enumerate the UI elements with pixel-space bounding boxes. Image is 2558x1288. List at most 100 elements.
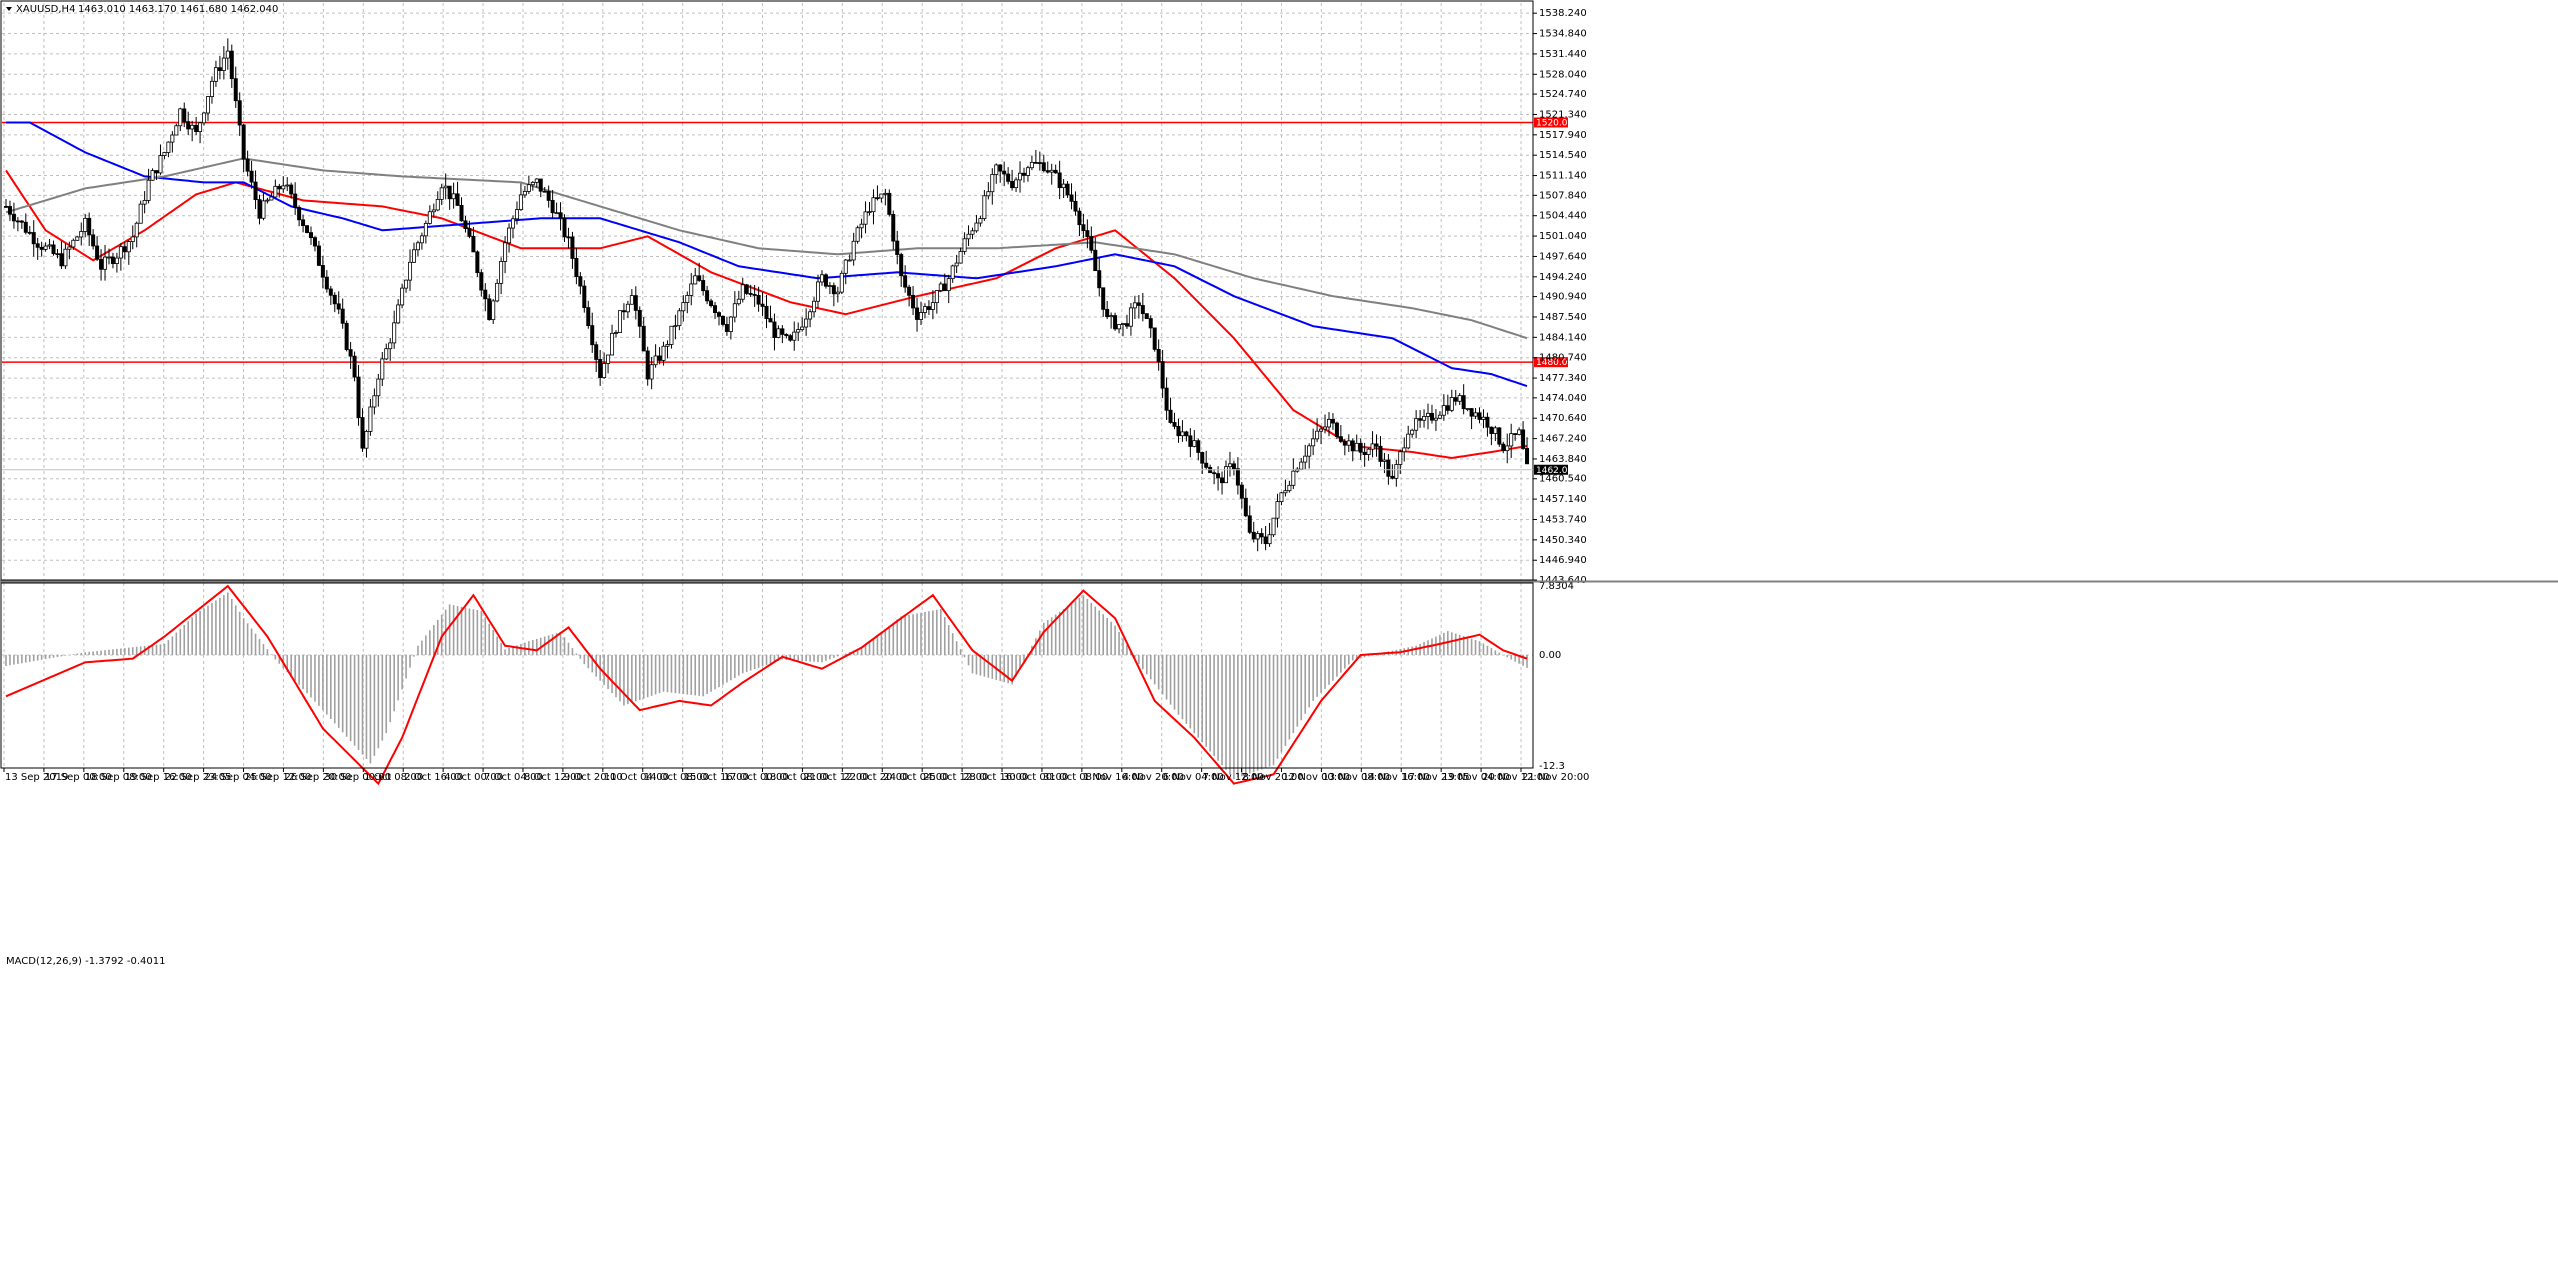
- candle-bull: [443, 185, 448, 189]
- candle-bear: [35, 243, 40, 248]
- candle-bull: [162, 152, 167, 156]
- candle-bear: [1081, 224, 1086, 232]
- y-tick-label: 1474.040: [1539, 393, 1587, 404]
- candle-bear: [51, 244, 56, 255]
- candle-bear: [1152, 327, 1157, 350]
- y-tick-label: 1538.240: [1539, 8, 1587, 19]
- candle-bear: [1235, 468, 1240, 486]
- x-tick-label: 13 Nov 08:00: [1322, 772, 1389, 783]
- candle-bear: [1105, 308, 1110, 318]
- candle-bear: [217, 67, 222, 71]
- candle-bull: [617, 310, 622, 333]
- x-tick-label: 17 Nov 23:05: [1402, 772, 1469, 783]
- candle-bear: [1501, 443, 1506, 452]
- x-tick-label: 25 Oct 12:00: [923, 772, 988, 783]
- candle-bear: [348, 349, 353, 357]
- candle-bear: [926, 306, 931, 310]
- candle-bear: [39, 246, 44, 250]
- candle-bear: [760, 303, 765, 307]
- candle-bear: [293, 193, 298, 208]
- price-axis: 1538.240 1534.840 1531.440 1528.040 1524.740…: [1533, 8, 1587, 586]
- candle-bull: [847, 259, 852, 262]
- candle-bull: [106, 256, 111, 259]
- candle-bear: [574, 258, 579, 278]
- candle-bull: [1410, 429, 1415, 435]
- candle-bull: [221, 57, 226, 71]
- candle-bull: [681, 302, 686, 312]
- x-tick-label: 14 Oct 08:00: [644, 772, 709, 783]
- main-panel-frame: [0, 0, 1534, 581]
- candle-bull: [606, 354, 611, 364]
- candle-bear: [154, 170, 159, 174]
- y-tick-label: 1457.140: [1539, 494, 1587, 505]
- candle-bear: [233, 78, 238, 102]
- candle-bear: [1513, 433, 1518, 436]
- candle-bear: [546, 191, 551, 201]
- candle-bull: [1366, 448, 1371, 455]
- candle-bull: [1402, 447, 1407, 453]
- y-tick-label: 1484.140: [1539, 332, 1587, 343]
- candle-bull: [796, 329, 801, 333]
- candle-bull: [380, 358, 385, 380]
- y-tick-label: 1501.040: [1539, 231, 1587, 242]
- candle-bear: [875, 197, 880, 200]
- candle-bear: [586, 307, 591, 326]
- candle-bear: [340, 308, 345, 324]
- candle-bear: [1160, 361, 1165, 389]
- candle-bull: [71, 239, 76, 248]
- candle-bear: [229, 50, 234, 80]
- candle-bear: [578, 276, 583, 287]
- candle-bear: [1045, 170, 1050, 173]
- candle-bear: [186, 121, 191, 130]
- candle-bull: [451, 193, 456, 200]
- candle-bull: [614, 332, 619, 334]
- candle-bear: [447, 185, 452, 200]
- dropdown-triangle-icon[interactable]: [6, 7, 12, 11]
- x-tick-label: 17 Sep 00:00: [45, 772, 112, 783]
- candle-bull: [1426, 412, 1431, 417]
- candle-bull: [736, 298, 741, 305]
- panel-frames: [0, 0, 2558, 769]
- candle-bear: [942, 283, 947, 292]
- candle-bull: [839, 272, 844, 293]
- x-tick-label: 31 Oct 08:00: [1043, 772, 1108, 783]
- candle-bull: [982, 195, 987, 219]
- candle-bull: [661, 345, 666, 361]
- candle-bull: [1279, 492, 1284, 503]
- candle-bear: [344, 322, 349, 351]
- y-tick-label: 1450.340: [1539, 535, 1587, 546]
- candle-bull: [134, 222, 139, 238]
- candle-bear: [1330, 419, 1335, 424]
- x-tick-label: 9 Oct 20:00: [564, 772, 623, 783]
- candle-bull: [491, 300, 496, 321]
- candle-bear: [99, 258, 104, 270]
- macd-axis-label: 0.00: [1539, 650, 1561, 661]
- y-tick-label: 1524.740: [1539, 89, 1587, 100]
- ma_fast-line: [5, 169, 1528, 460]
- candle-bull: [1398, 451, 1403, 465]
- candle-bear: [1485, 416, 1490, 428]
- candle-bear: [1263, 536, 1268, 545]
- candle-bull: [63, 248, 68, 267]
- candle-bull: [526, 184, 531, 192]
- candle-bear: [59, 253, 64, 267]
- macd-label: MACD(12,26,9) -1.3792 -0.4011: [6, 956, 166, 967]
- candle-bull: [922, 306, 927, 313]
- y-tick-label: 1460.540: [1539, 474, 1587, 485]
- current-price-text: 1462.040: [1536, 466, 1579, 476]
- candle-bear: [1390, 475, 1395, 479]
- candle-bear: [1156, 348, 1161, 362]
- symbol-label: XAUUSD,H4: [16, 4, 75, 15]
- macd-histogram: [5, 592, 1528, 780]
- candle-bear: [87, 217, 92, 236]
- candle-bear: [194, 124, 199, 132]
- horizontal-levels[interactable]: 1520.000 1480.000: [2, 117, 1579, 368]
- x-tick-label: 30 Oct 00:00: [1003, 772, 1068, 783]
- candle-bull: [1271, 517, 1276, 536]
- candle-bull: [1370, 443, 1375, 450]
- candle-bear: [1338, 436, 1343, 442]
- candle-bear: [1386, 459, 1391, 477]
- candle-bear: [1077, 210, 1082, 226]
